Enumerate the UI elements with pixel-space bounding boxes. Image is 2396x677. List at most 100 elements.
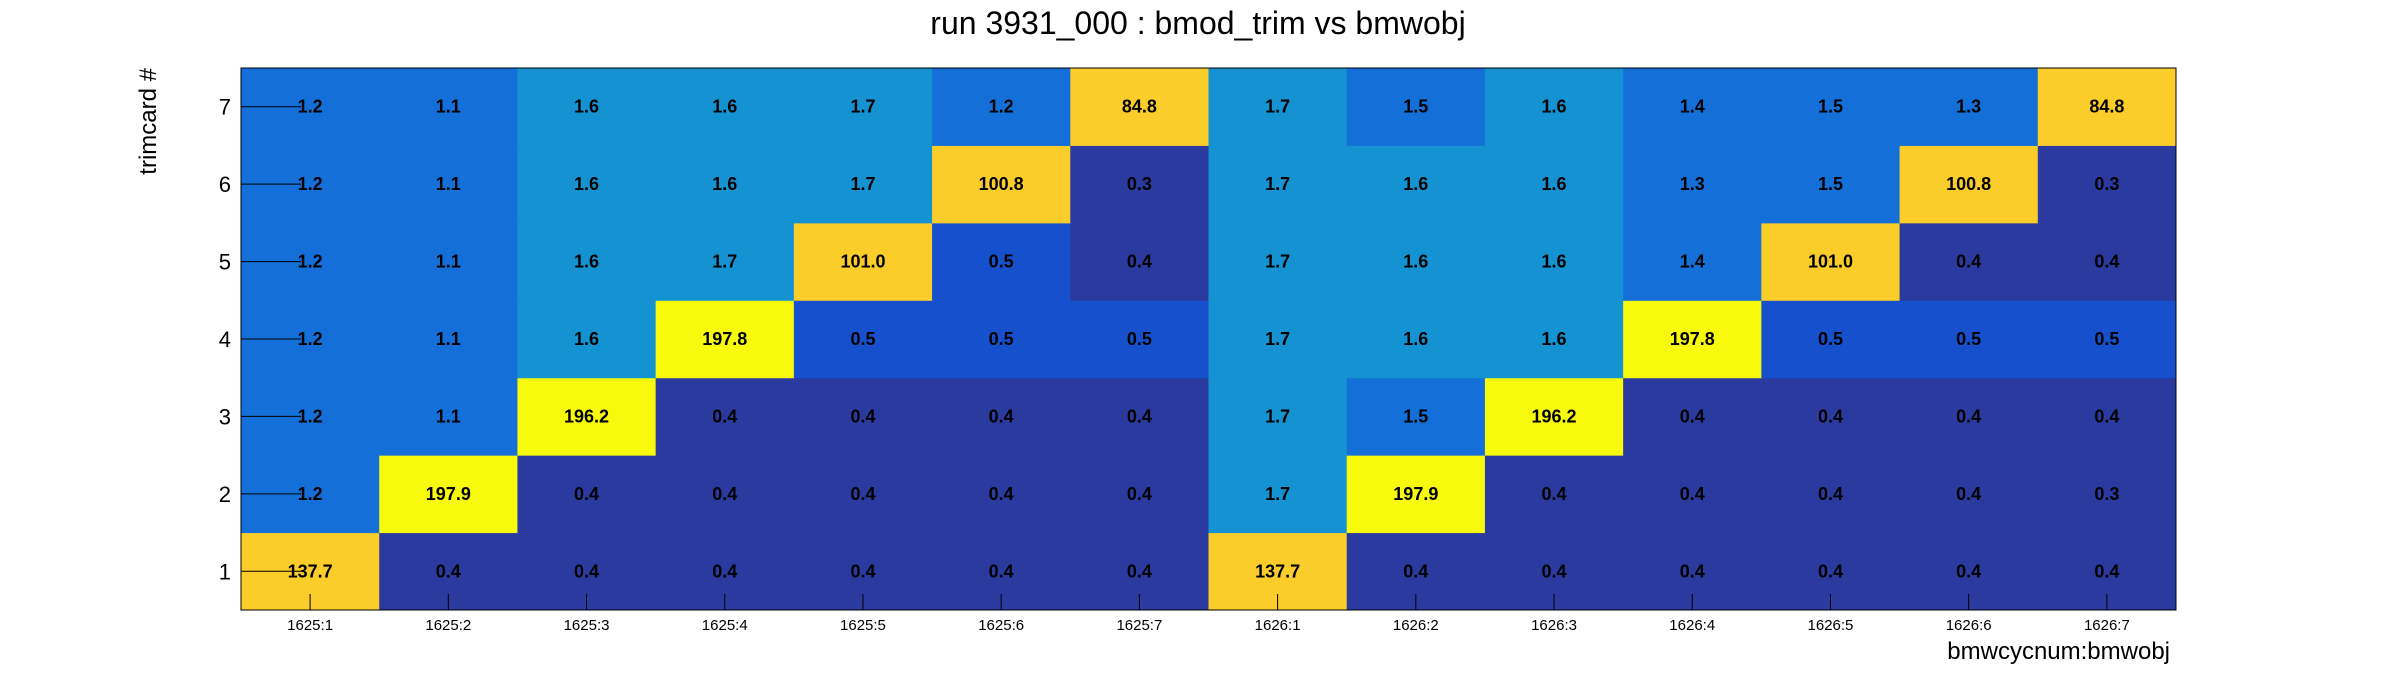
heatmap-cell	[1899, 68, 2039, 146]
heatmap-cell	[1208, 145, 1348, 224]
cell-value-label: 1.6	[712, 174, 737, 194]
heatmap-cell	[1208, 377, 1348, 456]
cell-value-label: 0.5	[2094, 329, 2119, 349]
cell-value-label: 0.3	[1127, 174, 1152, 194]
cell-value-label: 0.4	[1680, 406, 1705, 426]
cell-value-label: 1.5	[1818, 97, 1843, 117]
cell-value-label: 0.4	[1127, 484, 1152, 504]
cell-value-label: 1.2	[298, 406, 323, 426]
cell-value-label: 0.5	[1956, 329, 1981, 349]
heatmap-cell	[1070, 145, 1209, 224]
heatmap-cell	[793, 222, 933, 301]
heatmap-cell	[1761, 377, 1901, 456]
heatmap-cell	[1761, 222, 1901, 301]
heatmap-cell	[1346, 145, 1486, 224]
heatmap-cell	[1899, 222, 2039, 301]
cell-value-label: 1.4	[1680, 97, 1705, 117]
heatmap-cell	[2037, 145, 2177, 224]
heatmap-cell	[1761, 145, 1901, 224]
cell-value-label: 1.1	[436, 252, 461, 272]
cell-value-label: 0.4	[1542, 484, 1567, 504]
heatmap-cell	[1070, 300, 1209, 379]
heatmap-cell	[1484, 300, 1624, 379]
heatmap-cell	[793, 300, 933, 379]
x-tick-label: 1625:7	[1116, 617, 1162, 634]
cell-value-label: 1.6	[1403, 329, 1428, 349]
cell-value-label: 0.4	[436, 561, 461, 581]
cell-value-label: 0.4	[989, 406, 1014, 426]
cell-value-label: 1.7	[1265, 252, 1290, 272]
heatmap-cell	[655, 300, 795, 379]
cell-value-label: 0.5	[989, 329, 1014, 349]
cell-value-label: 101.0	[840, 252, 885, 272]
x-axis-title: bmwcycnum:bmwobj	[1947, 638, 2170, 665]
heatmap-cell	[1346, 377, 1486, 456]
heatmap-cell	[2037, 222, 2177, 301]
heatmap-cell	[932, 68, 1071, 146]
cell-value-label: 1.7	[1265, 406, 1290, 426]
cell-value-label: 0.4	[1956, 561, 1981, 581]
heatmap-cell	[2037, 455, 2177, 534]
cell-value-label: 0.4	[850, 406, 875, 426]
heatmap-cell	[1070, 455, 1209, 534]
heatmap-cell	[655, 68, 795, 146]
cell-value-label: 197.9	[426, 484, 471, 504]
heatmap-cell	[1899, 377, 2039, 456]
cell-value-label: 1.6	[1542, 97, 1567, 117]
heatmap-cells: 137.7 0.4 0.4 0.4 0.4 0.4 0.4 137.7 0.4 0.4 0.4 0.4…	[241, 68, 2177, 611]
heatmap-cell	[379, 222, 518, 301]
plot-frame	[240, 67, 2177, 611]
cell-value-label: 1.7	[850, 174, 875, 194]
heatmap-cell	[1899, 300, 2039, 379]
cell-value-label: 1.7	[712, 252, 737, 272]
cell-value-label: 101.0	[1808, 252, 1853, 272]
x-tick-label: 1626:2	[1393, 617, 1439, 634]
heatmap-cell	[517, 455, 657, 534]
cell-value-label: 1.6	[1542, 252, 1567, 272]
heatmap-cell	[1484, 377, 1624, 456]
x-tick-label: 1625:4	[702, 617, 748, 634]
heatmap-cell	[1623, 377, 1762, 456]
cell-value-label: 0.4	[989, 484, 1014, 504]
heatmap-cell	[655, 377, 795, 456]
cell-value-label: 1.2	[298, 174, 323, 194]
cell-value-label: 0.4	[989, 561, 1014, 581]
heatmap-cell	[1623, 68, 1762, 146]
cell-value-label: 0.3	[2094, 484, 2119, 504]
heatmap-cell	[2037, 300, 2177, 379]
cell-value-label: 0.4	[712, 561, 737, 581]
cell-value-label: 0.4	[2094, 252, 2119, 272]
cell-value-label: 1.6	[1403, 174, 1428, 194]
cell-value-label: 1.6	[574, 174, 599, 194]
cell-value-label: 0.4	[1403, 561, 1428, 581]
heatmap-cell	[517, 222, 657, 301]
heatmap-cell	[517, 377, 657, 456]
cell-value-label: 196.2	[564, 406, 609, 426]
heatmap-cell	[517, 145, 657, 224]
cell-value-label: 0.4	[850, 561, 875, 581]
heatmap-cell	[1346, 68, 1486, 146]
cell-value-label: 1.2	[298, 484, 323, 504]
cell-value-label: 1.5	[1403, 406, 1428, 426]
cell-value-label: 1.6	[1542, 174, 1567, 194]
cell-value-label: 0.5	[850, 329, 875, 349]
heatmap-cell	[793, 145, 933, 224]
x-tick-label: 1626:5	[1808, 617, 1854, 634]
cell-value-label: 1.6	[574, 252, 599, 272]
cell-value-label: 0.4	[712, 484, 737, 504]
cell-value-label: 0.4	[1680, 484, 1705, 504]
x-tick-label: 1626:6	[1946, 617, 1992, 634]
cell-value-label: 0.4	[712, 406, 737, 426]
cell-value-label: 1.1	[436, 406, 461, 426]
cell-value-label: 1.7	[1265, 329, 1290, 349]
x-tick-label: 1625:1	[287, 617, 333, 634]
heatmap-cell	[1484, 222, 1624, 301]
cell-value-label: 0.5	[1818, 329, 1843, 349]
heatmap-cell	[379, 68, 518, 146]
heatmap-cell	[1761, 300, 1901, 379]
cell-value-label: 0.4	[574, 561, 599, 581]
cell-value-label: 1.2	[298, 252, 323, 272]
cell-value-label: 1.2	[989, 97, 1014, 117]
heatmap-cell	[793, 377, 933, 456]
y-tick-label: 6	[219, 172, 231, 197]
